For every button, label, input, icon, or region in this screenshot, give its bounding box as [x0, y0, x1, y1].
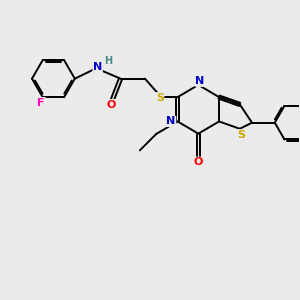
Text: N: N [93, 62, 102, 72]
Text: S: S [237, 130, 245, 140]
Text: S: S [156, 93, 164, 103]
Text: H: H [105, 56, 113, 66]
Text: O: O [194, 157, 203, 167]
Text: F: F [38, 98, 45, 107]
Text: N: N [167, 116, 176, 127]
Text: O: O [106, 100, 116, 110]
Text: N: N [195, 76, 205, 86]
